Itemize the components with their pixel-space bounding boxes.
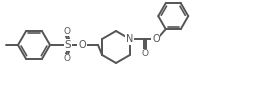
Text: O: O [63, 55, 70, 63]
Text: S: S [65, 40, 71, 50]
Text: O: O [78, 40, 86, 50]
Text: O: O [141, 49, 148, 59]
Text: N: N [126, 34, 133, 44]
Text: O: O [63, 27, 70, 36]
Text: O: O [151, 34, 159, 44]
